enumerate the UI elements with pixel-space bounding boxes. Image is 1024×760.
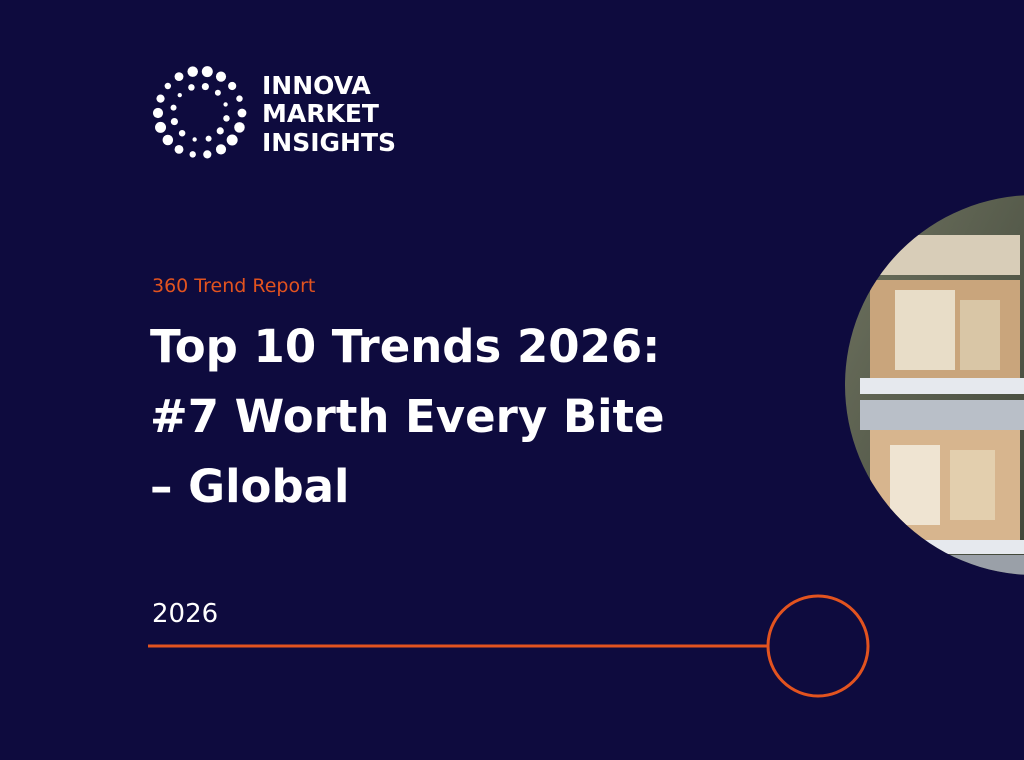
logo-dot (170, 117, 178, 126)
logo-text: INSIGHTS (262, 128, 396, 157)
logo-dot (174, 144, 184, 154)
logo-dot (234, 122, 245, 133)
logo-dot (237, 108, 247, 118)
logo-dot (187, 66, 198, 77)
logo-dot (156, 94, 165, 103)
logo-text: MARKET (262, 99, 379, 128)
logo-dot (216, 127, 224, 135)
logo-dot (152, 107, 164, 119)
title-line: – Global (150, 460, 349, 513)
logo-dot (155, 121, 167, 133)
logo-dot (203, 150, 212, 159)
logo-text: INNOVA (262, 71, 371, 100)
logo-dot (215, 144, 227, 155)
logo-dot (178, 129, 186, 137)
logo-dot (236, 95, 243, 102)
logo-dot (214, 89, 221, 96)
logo-dot (177, 92, 182, 98)
logo-dot (164, 82, 172, 90)
logo-dot (189, 151, 196, 158)
logo-dot (205, 135, 212, 142)
logo-dot (228, 81, 237, 91)
logo-dot (201, 66, 213, 78)
report-type: 360 Trend Report (152, 275, 315, 297)
accent-circle (766, 594, 870, 698)
logo-dot (215, 71, 227, 82)
title-line: Top 10 Trends 2026: (150, 320, 660, 373)
logo-dot (226, 134, 238, 146)
logo-dot (174, 72, 184, 82)
logo-dot (223, 102, 228, 107)
title-line: #7 Worth Every Bite (150, 390, 665, 443)
logo-mark (152, 66, 247, 159)
logo-dot (201, 82, 209, 91)
logo-dot (188, 84, 195, 91)
year: 2026 (152, 599, 218, 629)
logo-dot (162, 134, 174, 146)
logo-dot (223, 115, 230, 122)
logo-dot (170, 104, 177, 111)
logo-dot (192, 137, 197, 142)
